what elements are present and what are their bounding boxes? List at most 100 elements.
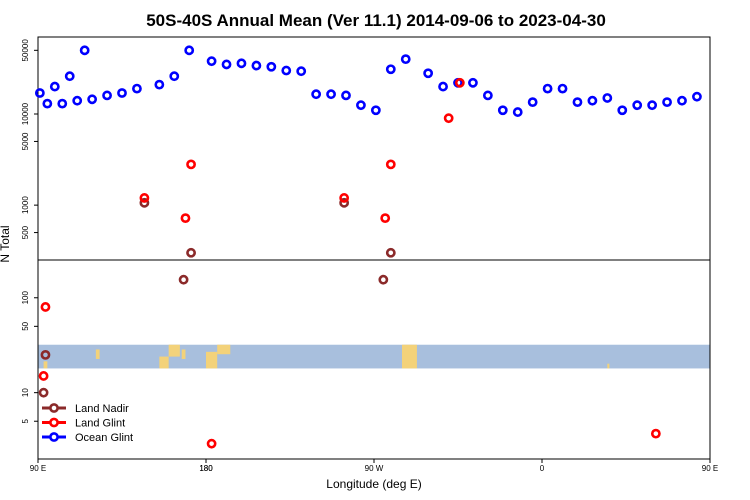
point-ocean-glint bbox=[281, 65, 292, 76]
point-ocean-glint bbox=[557, 83, 568, 94]
y-axis-label: N Total bbox=[0, 225, 12, 262]
point-ocean-glint bbox=[677, 95, 687, 106]
point-land-nadir bbox=[186, 247, 196, 258]
point-ocean-glint bbox=[572, 97, 583, 108]
x-tick-label: 180 bbox=[199, 464, 213, 473]
point-ocean-glint bbox=[692, 91, 702, 102]
point-ocean-glint bbox=[34, 88, 45, 98]
x-tick-label: 90 E bbox=[702, 464, 718, 473]
x-tick-label: 90 E bbox=[30, 464, 46, 473]
point-ocean-glint bbox=[370, 105, 381, 116]
map-land-patch bbox=[168, 344, 180, 357]
x-tick-label: 90 W bbox=[365, 464, 384, 473]
y-tick-label: 1000 bbox=[21, 196, 30, 214]
y-tick-label: 5000 bbox=[21, 132, 30, 150]
y-tick-label: 10 bbox=[21, 388, 30, 397]
point-land-glint bbox=[139, 193, 150, 203]
point-ocean-glint bbox=[42, 98, 53, 109]
point-ocean-glint bbox=[72, 95, 83, 106]
point-ocean-glint bbox=[57, 98, 68, 109]
point-ocean-glint bbox=[184, 45, 195, 56]
point-ocean-glint bbox=[169, 71, 180, 82]
point-land-glint bbox=[38, 371, 49, 381]
y-tick-label: 50 bbox=[21, 321, 30, 330]
point-ocean-glint bbox=[117, 88, 127, 98]
point-ocean-glint bbox=[468, 77, 478, 88]
point-land-nadir bbox=[38, 387, 49, 398]
point-ocean-glint bbox=[385, 64, 396, 75]
point-land-glint bbox=[385, 159, 396, 170]
point-ocean-glint bbox=[102, 90, 112, 101]
point-land-glint bbox=[339, 193, 350, 203]
point-ocean-glint bbox=[617, 105, 628, 116]
point-ocean-glint bbox=[311, 89, 322, 100]
point-ocean-glint bbox=[438, 81, 448, 92]
map-land-patch bbox=[402, 344, 417, 369]
legend-marker-land-nadir bbox=[49, 403, 59, 413]
map-land-patch bbox=[217, 344, 231, 355]
x-tick-label: 180 bbox=[199, 464, 213, 473]
point-land-nadir bbox=[378, 274, 389, 285]
point-land-glint bbox=[650, 428, 661, 439]
point-ocean-glint bbox=[326, 89, 336, 100]
point-land-nadir bbox=[178, 274, 189, 285]
y-tick-label: 100 bbox=[21, 291, 30, 305]
point-ocean-glint bbox=[266, 61, 277, 72]
point-land-glint bbox=[206, 438, 217, 449]
y-axis: 5 10 50 100 500 1000 5000 10000 50000 bbox=[21, 39, 38, 423]
point-ocean-glint bbox=[356, 100, 366, 111]
map-land-patch bbox=[159, 356, 169, 369]
point-ocean-glint bbox=[236, 58, 247, 69]
point-land-nadir bbox=[385, 247, 396, 258]
y-tick-label: 10000 bbox=[21, 102, 30, 125]
chart-title: 50S-40S Annual Mean (Ver 11.1) 2014-09-0… bbox=[146, 11, 606, 30]
point-ocean-glint bbox=[632, 100, 643, 111]
point-ocean-glint bbox=[221, 59, 232, 70]
point-ocean-glint bbox=[87, 94, 98, 105]
point-ocean-glint bbox=[154, 79, 165, 90]
legend-marker-land-glint bbox=[49, 417, 59, 428]
point-land-glint bbox=[454, 77, 465, 88]
point-ocean-glint bbox=[497, 105, 508, 116]
point-ocean-glint bbox=[527, 97, 538, 108]
map-land-patch bbox=[206, 351, 218, 369]
point-ocean-glint bbox=[602, 93, 613, 103]
map-land-patch bbox=[607, 363, 610, 369]
point-land-glint bbox=[443, 113, 454, 124]
y-tick-label: 5 bbox=[21, 418, 30, 423]
point-ocean-glint bbox=[132, 83, 142, 94]
legend-marker-ocean-glint bbox=[49, 432, 59, 442]
point-ocean-glint bbox=[251, 60, 262, 71]
y-tick-label: 50000 bbox=[21, 39, 30, 62]
point-land-nadir bbox=[339, 197, 350, 208]
point-ocean-glint bbox=[49, 81, 60, 92]
legend: Land Nadir Land Glint Ocean Glint bbox=[42, 403, 133, 444]
point-land-nadir bbox=[40, 350, 51, 360]
point-ocean-glint bbox=[542, 83, 553, 94]
legend-label-land-nadir: Land Nadir bbox=[75, 403, 129, 415]
point-ocean-glint bbox=[400, 54, 411, 65]
point-land-glint bbox=[380, 213, 391, 224]
legend-label-land-glint: Land Glint bbox=[75, 418, 125, 430]
point-ocean-glint bbox=[79, 45, 90, 56]
point-ocean-glint bbox=[296, 66, 307, 77]
map-land-patch bbox=[43, 361, 48, 369]
point-land-nadir bbox=[139, 197, 150, 208]
map-land-patch bbox=[95, 349, 100, 359]
point-land-glint bbox=[40, 302, 51, 312]
point-ocean-glint bbox=[587, 95, 598, 106]
point-ocean-glint bbox=[341, 90, 351, 101]
point-ocean-glint bbox=[482, 90, 493, 101]
plot-points bbox=[34, 45, 702, 449]
point-ocean-glint bbox=[512, 107, 523, 117]
point-ocean-glint bbox=[64, 71, 75, 82]
y-tick-label: 500 bbox=[21, 225, 30, 239]
point-ocean-glint bbox=[662, 97, 672, 108]
point-land-glint bbox=[186, 159, 196, 170]
point-ocean-glint bbox=[206, 56, 217, 67]
point-ocean-glint bbox=[423, 68, 434, 79]
x-tick-label: 0 bbox=[540, 464, 545, 473]
map-land-patch bbox=[181, 349, 186, 359]
